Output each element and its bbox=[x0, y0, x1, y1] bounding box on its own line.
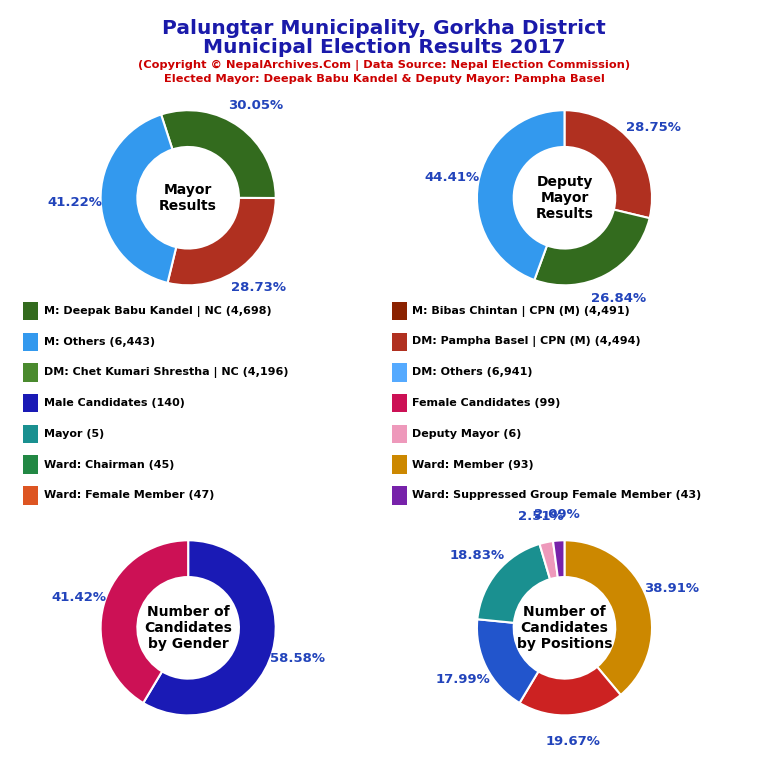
Text: Palungtar Municipality, Gorkha District: Palungtar Municipality, Gorkha District bbox=[162, 19, 606, 38]
Wedge shape bbox=[143, 541, 276, 715]
Text: M: Bibas Chintan | CPN (M) (4,491): M: Bibas Chintan | CPN (M) (4,491) bbox=[412, 306, 631, 316]
Text: 26.84%: 26.84% bbox=[591, 292, 646, 305]
Text: 41.22%: 41.22% bbox=[47, 196, 102, 209]
Wedge shape bbox=[161, 111, 276, 198]
Text: DM: Pampha Basel | CPN (M) (4,494): DM: Pampha Basel | CPN (M) (4,494) bbox=[412, 336, 641, 347]
Wedge shape bbox=[101, 541, 188, 703]
Text: 30.05%: 30.05% bbox=[227, 99, 283, 112]
Text: 2.51%: 2.51% bbox=[518, 510, 564, 523]
Wedge shape bbox=[477, 110, 564, 280]
Text: 28.73%: 28.73% bbox=[231, 281, 286, 294]
Text: M: Deepak Babu Kandel | NC (4,698): M: Deepak Babu Kandel | NC (4,698) bbox=[44, 306, 271, 316]
Text: Ward: Suppressed Group Female Member (43): Ward: Suppressed Group Female Member (43… bbox=[412, 490, 702, 501]
Text: 18.83%: 18.83% bbox=[449, 549, 505, 562]
Wedge shape bbox=[478, 544, 550, 623]
Wedge shape bbox=[553, 541, 564, 578]
Text: Municipal Election Results 2017: Municipal Election Results 2017 bbox=[203, 38, 565, 58]
Text: DM: Others (6,941): DM: Others (6,941) bbox=[412, 367, 533, 378]
Text: 17.99%: 17.99% bbox=[435, 673, 490, 686]
Text: 19.67%: 19.67% bbox=[546, 735, 601, 748]
Text: Ward: Member (93): Ward: Member (93) bbox=[412, 459, 534, 470]
Text: 2.09%: 2.09% bbox=[534, 508, 580, 521]
Wedge shape bbox=[564, 541, 652, 695]
Circle shape bbox=[138, 148, 238, 247]
Wedge shape bbox=[540, 541, 558, 579]
Text: (Copyright © NepalArchives.Com | Data Source: Nepal Election Commission): (Copyright © NepalArchives.Com | Data So… bbox=[138, 60, 630, 71]
Text: 41.42%: 41.42% bbox=[51, 591, 106, 604]
Text: Ward: Chairman (45): Ward: Chairman (45) bbox=[44, 459, 174, 470]
Circle shape bbox=[138, 578, 238, 677]
Text: Elected Mayor: Deepak Babu Kandel & Deputy Mayor: Pampha Basel: Elected Mayor: Deepak Babu Kandel & Depu… bbox=[164, 74, 604, 84]
Text: Deputy
Mayor
Results: Deputy Mayor Results bbox=[535, 174, 594, 221]
Text: 28.75%: 28.75% bbox=[627, 121, 681, 134]
Text: DM: Chet Kumari Shrestha | NC (4,196): DM: Chet Kumari Shrestha | NC (4,196) bbox=[44, 367, 288, 378]
Text: Mayor
Results: Mayor Results bbox=[159, 183, 217, 213]
Wedge shape bbox=[519, 667, 621, 715]
Text: Female Candidates (99): Female Candidates (99) bbox=[412, 398, 561, 409]
Text: Male Candidates (140): Male Candidates (140) bbox=[44, 398, 184, 409]
Wedge shape bbox=[101, 114, 176, 283]
Text: Deputy Mayor (6): Deputy Mayor (6) bbox=[412, 429, 521, 439]
Text: M: Others (6,443): M: Others (6,443) bbox=[44, 336, 155, 347]
Text: Number of
Candidates
by Positions: Number of Candidates by Positions bbox=[517, 604, 612, 651]
Wedge shape bbox=[564, 110, 652, 218]
Text: 38.91%: 38.91% bbox=[644, 582, 699, 595]
Text: Ward: Female Member (47): Ward: Female Member (47) bbox=[44, 490, 214, 501]
Text: 58.58%: 58.58% bbox=[270, 652, 326, 664]
Circle shape bbox=[515, 578, 614, 677]
Wedge shape bbox=[477, 619, 538, 703]
Circle shape bbox=[515, 148, 614, 247]
Wedge shape bbox=[535, 210, 650, 285]
Text: Mayor (5): Mayor (5) bbox=[44, 429, 104, 439]
Wedge shape bbox=[167, 198, 276, 285]
Text: Number of
Candidates
by Gender: Number of Candidates by Gender bbox=[144, 604, 232, 651]
Text: 44.41%: 44.41% bbox=[425, 171, 480, 184]
